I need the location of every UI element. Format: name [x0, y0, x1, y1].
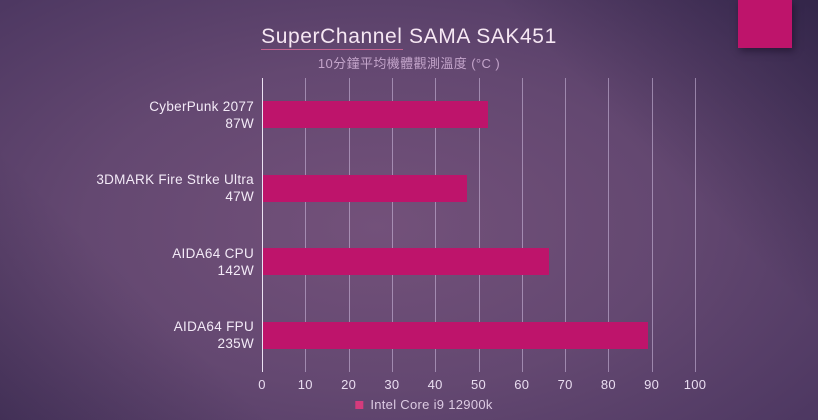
legend-series-label: Intel Core i9 12900k [370, 397, 493, 412]
category-label: 3DMARK Fire Strke Ultra 47W [96, 171, 254, 205]
gridline [435, 78, 437, 372]
x-tick-label: 30 [384, 377, 400, 392]
gridline [305, 78, 307, 372]
x-tick-label: 20 [341, 377, 357, 392]
category-wattage: 87W [225, 115, 254, 131]
gridline [695, 78, 696, 372]
category-name: 3DMARK Fire Strke Ultra [96, 172, 254, 188]
x-tick-label: 90 [644, 377, 660, 392]
category-label: AIDA64 CPU 142W [172, 245, 254, 279]
x-axis-tick-labels: 0 10 20 30 40 50 60 70 80 90 100 [258, 377, 706, 393]
chart-subtitle: 10分鐘平均機體觀測溫度 (°C ) [317, 56, 501, 71]
x-tick-label: 70 [557, 377, 573, 392]
chart-header: SuperChannel SAMA SAK451 10分鐘平均機體觀測溫度 (°… [0, 25, 818, 72]
corner-accent-rectangle [738, 0, 792, 48]
x-tick-label: 10 [297, 377, 313, 392]
gridline [521, 78, 523, 372]
legend: Intel Core i9 12900k [355, 397, 492, 412]
x-tick-label: 0 [258, 377, 266, 392]
chart-title-rest: SAMA SAK451 [402, 25, 557, 48]
y-axis-line [262, 78, 263, 372]
bar [263, 174, 467, 202]
plot-area [262, 78, 696, 372]
category-label: AIDA64 FPU 235W [174, 318, 254, 352]
category-label: CyberPunk 2077 87W [149, 98, 254, 132]
gridline [478, 78, 480, 372]
gridline [608, 78, 610, 372]
gridline [565, 78, 567, 372]
legend-marker-icon [355, 400, 364, 409]
x-tick-label: 80 [600, 377, 616, 392]
x-tick-label: 40 [427, 377, 443, 392]
category-axis-labels: CyberPunk 2077 87W 3DMARK Fire Strke Ultra… [0, 78, 254, 372]
x-tick-label: 100 [683, 377, 707, 392]
gridline [651, 78, 653, 372]
category-wattage: 142W [217, 262, 254, 278]
x-tick-label: 50 [470, 377, 487, 392]
x-tick-label: 60 [514, 377, 530, 392]
bar [263, 321, 649, 349]
category-name: CyberPunk 2077 [149, 98, 254, 114]
gridline [391, 78, 393, 372]
chart-title-brand: SuperChannel [261, 25, 403, 50]
bar [263, 248, 549, 276]
bar [263, 101, 489, 129]
category-name: AIDA64 FPU [173, 319, 254, 335]
chart-title: SuperChannel SAMA SAK451 [0, 25, 818, 50]
category-wattage: 47W [225, 189, 254, 205]
gridline [348, 78, 350, 372]
category-wattage: 235W [217, 336, 254, 352]
category-name: AIDA64 CPU [172, 245, 254, 261]
